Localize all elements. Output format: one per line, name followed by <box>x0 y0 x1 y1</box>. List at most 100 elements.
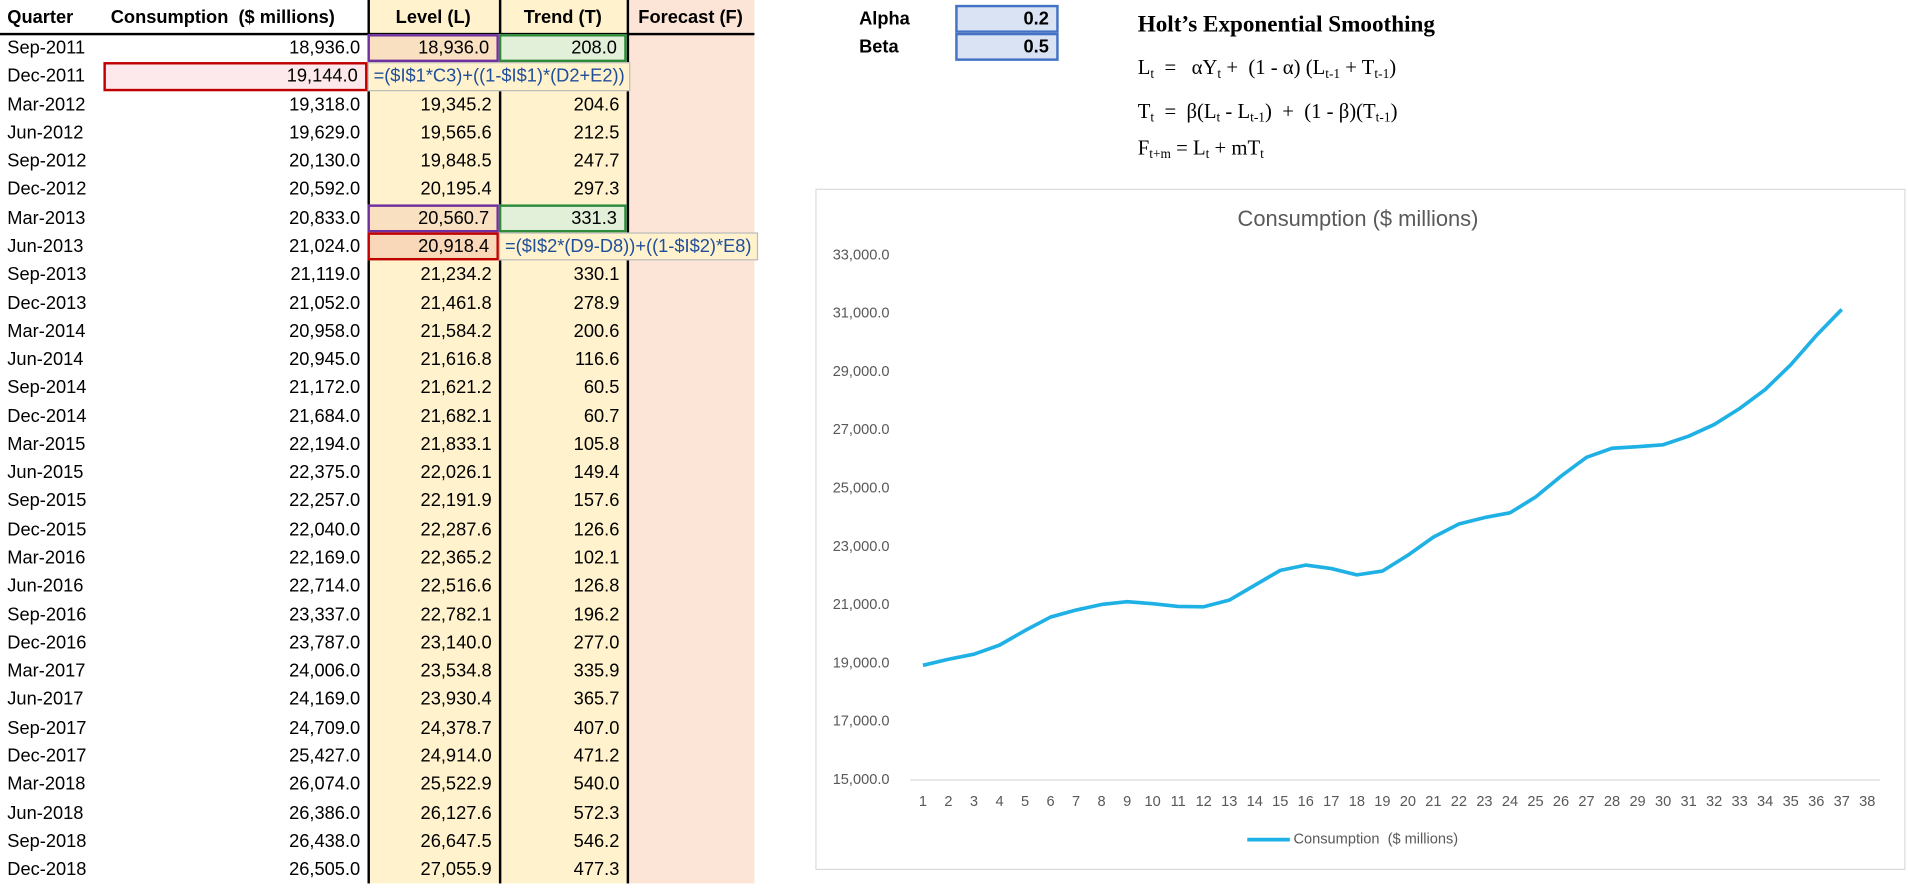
notes-title: Holt’s Exponential Smoothing <box>1137 12 1435 38</box>
x-tick-label: 8 <box>1098 794 1106 810</box>
cell: 19,629.0 <box>289 122 361 144</box>
equation-part: + mT <box>1209 136 1261 160</box>
cell: Dec-2015 <box>7 519 87 540</box>
cell: 18,936.0 <box>367 34 499 63</box>
cell: 20,958.0 <box>289 320 361 342</box>
x-tick-label: 16 <box>1298 794 1314 810</box>
x-tick-label: 5 <box>1021 794 1029 810</box>
column-bg <box>626 0 755 884</box>
cell: 22,714.0 <box>289 575 361 597</box>
cell: 27,055.9 <box>420 859 492 880</box>
cell: Mar-2014 <box>7 320 86 342</box>
subscript: t-1 <box>1250 110 1266 126</box>
x-tick-label: 24 <box>1502 794 1518 810</box>
y-tick-label: 19,000.0 <box>833 655 890 671</box>
subscript: t <box>1205 147 1210 162</box>
y-tick-label: 21,000.0 <box>833 597 890 613</box>
cell: 24,169.0 <box>289 689 361 710</box>
x-tick-label: 19 <box>1374 794 1390 810</box>
x-tick-label: 9 <box>1123 794 1131 810</box>
column-header: Level (L) <box>395 7 471 28</box>
cell: 26,127.6 <box>420 802 492 824</box>
x-tick-label: 36 <box>1808 794 1824 810</box>
equation-part: - L <box>1220 99 1251 123</box>
cell: 26,505.0 <box>289 859 361 880</box>
equation: Tt = β(Lt - Lt-1) + (1 - β)(Tt-1) <box>1138 100 1398 126</box>
cell: 20,195.4 <box>420 179 492 201</box>
cell: Jun-2012 <box>7 122 84 144</box>
cell: 21,616.8 <box>420 349 492 371</box>
column-border <box>498 0 501 884</box>
x-tick-label: 21 <box>1425 794 1441 810</box>
column-header: Trend (T) <box>523 7 602 28</box>
cell: Mar-2016 <box>7 547 86 569</box>
cell: 20,833.0 <box>289 207 361 229</box>
cell: 22,169.0 <box>289 547 361 569</box>
cell: Mar-2015 <box>7 434 86 455</box>
cell: 20,918.4 <box>367 232 499 261</box>
cell: Sep-2017 <box>7 717 87 739</box>
cell: Sep-2011 <box>7 37 86 59</box>
column-bg <box>0 0 104 884</box>
cell: Sep-2016 <box>7 604 87 625</box>
cell: 335.9 <box>573 660 620 682</box>
column-header: Consumption ($ millions) <box>110 7 335 28</box>
subscript: t+m <box>1149 147 1171 162</box>
cell: 278.9 <box>573 292 620 314</box>
x-tick-label: 23 <box>1476 794 1492 810</box>
subscript: t <box>1216 110 1221 126</box>
x-tick-label: 1 <box>919 794 927 810</box>
equation-part: + T <box>1340 55 1375 80</box>
line-series <box>922 308 1844 668</box>
x-tick-label: 6 <box>1047 794 1055 810</box>
column-bg <box>498 0 627 884</box>
cell: 572.3 <box>573 802 620 824</box>
x-tick-label: 22 <box>1451 794 1467 810</box>
cell: 477.3 <box>573 859 620 880</box>
cell: 204.6 <box>573 94 620 116</box>
spreadsheet: Quarter Consumption ($ millions) Level (L)… <box>0 0 761 884</box>
cell: 471.2 <box>573 745 620 767</box>
cell: 26,647.5 <box>420 830 492 852</box>
cell: 22,365.2 <box>420 547 492 569</box>
cell: Jun-2017 <box>7 689 84 710</box>
cell: Dec-2013 <box>7 292 87 314</box>
cell: 540.0 <box>573 774 620 795</box>
cell: 20,560.7 <box>367 204 499 233</box>
parameter-name: Alpha <box>859 8 910 30</box>
x-tick-label: 28 <box>1604 794 1620 810</box>
cell: Mar-2017 <box>7 660 86 682</box>
cell: 22,026.1 <box>420 462 492 484</box>
subscript: t <box>1150 110 1155 126</box>
cell: 208.0 <box>498 34 627 63</box>
cell: 24,914.0 <box>420 745 492 767</box>
cell: Sep-2018 <box>7 830 87 852</box>
cell: 26,438.0 <box>289 830 361 852</box>
header-border <box>0 32 755 35</box>
x-tick-label: 2 <box>944 794 952 810</box>
equation: Lt = αYt + (1 - α) (Lt-1 + Tt-1) <box>1138 56 1396 82</box>
cell: 330.1 <box>573 264 620 286</box>
cell: Sep-2012 <box>7 151 87 172</box>
y-tick-label: 29,000.0 <box>833 364 890 380</box>
x-tick-label: 38 <box>1859 794 1875 810</box>
cell: 18,936.0 <box>289 37 361 59</box>
cell: 116.6 <box>575 349 620 371</box>
formula-cell: =($I$1*C3)+((1-$I$1)*(D2+E2)) <box>367 62 631 91</box>
x-tick-label: 3 <box>970 794 978 810</box>
x-tick-label: 30 <box>1655 794 1671 810</box>
parameter-value: 0.5 <box>955 32 1059 61</box>
equation-part: + (1 - α) (L <box>1221 55 1326 80</box>
cell: Jun-2013 <box>7 236 84 257</box>
x-tick-label: 7 <box>1072 794 1080 810</box>
cell: Sep-2013 <box>7 264 87 286</box>
x-tick-label: 35 <box>1783 794 1799 810</box>
cell: Jun-2014 <box>7 349 84 371</box>
y-tick-label: 33,000.0 <box>833 247 890 263</box>
cell: Dec-2017 <box>7 745 87 767</box>
x-tick-label: 4 <box>995 794 1003 810</box>
cell: 21,682.1 <box>420 405 492 427</box>
x-tick-label: 15 <box>1272 794 1288 810</box>
equation-part: ) <box>1390 99 1398 123</box>
